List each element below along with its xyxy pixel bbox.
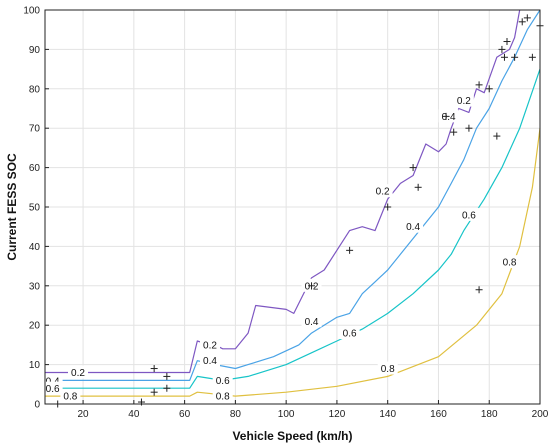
contour-label-bg <box>301 314 322 328</box>
y-tick-label: 30 <box>29 281 41 292</box>
plus-marker <box>518 18 526 26</box>
y-tick-label: 10 <box>29 360 41 371</box>
contour-label-bg <box>453 93 474 107</box>
y-tick-label: 70 <box>29 124 41 135</box>
plus-marker <box>384 203 392 211</box>
contour-label: 0.8 <box>381 364 395 375</box>
x-tick-label: 200 <box>532 409 549 420</box>
y-tick-label: 90 <box>29 45 41 56</box>
contour-label: 0.6 <box>46 384 60 395</box>
x-axis-ticks: 20 40 60 80 100 120 140 160 180 200 <box>78 400 549 420</box>
contour-line-0-8 <box>45 128 541 397</box>
plus-marker <box>493 132 501 140</box>
plus-marker <box>346 246 354 254</box>
x-tick-label: 60 <box>179 409 191 420</box>
contour-labels: 0.20.20.20.20.20.40.40.40.40.40.60.60.60… <box>42 93 520 403</box>
plus-marker <box>308 282 316 290</box>
grid-lines <box>45 9 541 405</box>
contour-line-0-6 <box>45 68 541 389</box>
contour-label: 0.2 <box>457 96 471 107</box>
contour-label-bg <box>42 381 63 395</box>
plus-marker <box>442 112 450 120</box>
plus-marker <box>163 384 171 392</box>
y-tick-label: 100 <box>23 6 40 17</box>
contour-label: 0.8 <box>216 392 230 403</box>
y-tick-label: 20 <box>29 321 41 332</box>
x-tick-label: 40 <box>128 409 140 420</box>
y-axis-ticks: 0 10 20 30 40 50 60 70 80 90 100 <box>23 6 49 411</box>
x-tick-label: 100 <box>278 409 295 420</box>
contour-label-bg <box>377 361 398 375</box>
contour-label: 0.4 <box>203 356 217 367</box>
x-axis-label: Vehicle Speed (km/h) <box>232 429 352 443</box>
contour-label: 0.4 <box>442 112 456 123</box>
contour-label: 0.6 <box>462 210 476 221</box>
x-tick-label: 160 <box>430 409 447 420</box>
plus-marker <box>475 286 483 294</box>
contour-label: 0.4 <box>406 222 420 233</box>
contour-line-0-4 <box>45 9 541 381</box>
contour-label-bg <box>458 207 479 221</box>
x-tick-label: 180 <box>481 409 498 420</box>
contour-label-bg <box>68 365 88 379</box>
contour-label: 0.8 <box>63 392 77 403</box>
plus-marker <box>409 164 417 172</box>
y-tick-label: 0 <box>34 400 40 411</box>
contour-line-0-2 <box>45 9 521 374</box>
plus-marker <box>500 53 508 61</box>
contour-label-bg <box>200 353 220 367</box>
contour-label: 0.2 <box>376 187 390 198</box>
contour-label: 0.6 <box>216 376 230 387</box>
x-tick-label: 120 <box>329 409 346 420</box>
plus-marker <box>163 372 171 380</box>
y-tick-label: 40 <box>29 242 41 253</box>
plus-marker <box>450 128 458 136</box>
x-tick-label: 80 <box>230 409 242 420</box>
x-tick-label: 140 <box>379 409 396 420</box>
plus-marker <box>414 183 422 191</box>
contour-label-bg <box>212 373 233 387</box>
contour-label: 0.2 <box>71 368 85 379</box>
contour-label: 0.8 <box>503 258 517 269</box>
y-tick-label: 60 <box>29 163 41 174</box>
contour-label: 0.2 <box>203 340 217 351</box>
plus-marker <box>150 365 158 373</box>
contour-label: 0.6 <box>343 329 357 340</box>
y-tick-label: 50 <box>29 203 41 214</box>
y-tick-label: 80 <box>29 84 41 95</box>
plus-marker <box>523 14 531 22</box>
contour-label: 0.4 <box>305 317 319 328</box>
contour-label-bg <box>60 389 81 403</box>
y-axis-label: Current FESS SOC <box>5 153 19 261</box>
contour-label-bg <box>212 389 233 403</box>
plus-marker <box>485 85 493 93</box>
plus-marker <box>475 81 483 89</box>
contour-lines <box>45 9 541 397</box>
plus-marker <box>498 45 506 53</box>
plus-marker <box>503 38 511 46</box>
contour-label-bg <box>403 219 424 233</box>
contour-label-bg <box>200 337 220 351</box>
data-markers <box>54 14 544 408</box>
x-tick-label: 20 <box>78 409 90 420</box>
plus-marker <box>465 124 473 132</box>
contour-label-bg <box>372 184 393 198</box>
plus-marker <box>150 388 158 396</box>
plus-marker <box>511 53 519 61</box>
contour-label-bg <box>499 255 520 269</box>
contour-label-bg <box>339 326 360 340</box>
plus-marker <box>528 53 536 61</box>
